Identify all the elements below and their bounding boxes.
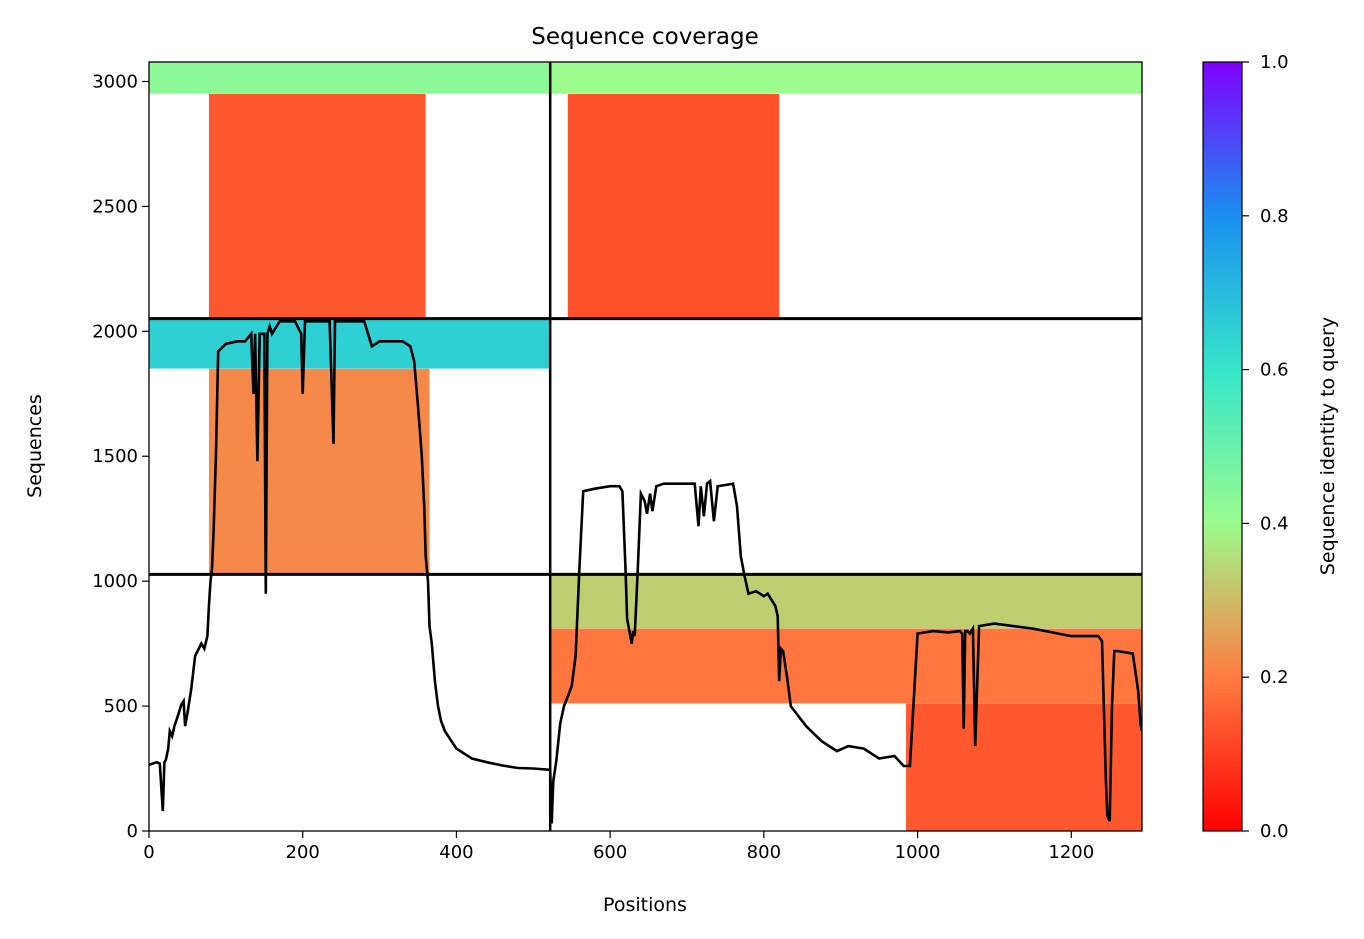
y-axis-ticks: 0 500 1000 1500 2000 2500 3000 — [92, 71, 149, 842]
plot-frame — [148, 61, 1143, 832]
x-tick-label: 1200 — [1048, 842, 1094, 863]
coverage-block — [550, 628, 1142, 704]
colorbar-tick-label: 1.0 — [1260, 52, 1289, 73]
colorbar-tick-label: 0.2 — [1260, 667, 1289, 688]
coverage-block — [208, 368, 430, 575]
colorbar-tick-label: 0.6 — [1260, 360, 1289, 381]
y-tick-label: 500 — [104, 696, 138, 717]
coverage-block — [550, 574, 1142, 629]
coverage-line — [149, 320, 1142, 824]
x-axis-ticks: 0 200 400 600 800 1000 1200 — [143, 831, 1094, 863]
colorbar-ticks: 0.0 0.2 0.4 0.6 0.8 1.0 — [1242, 52, 1289, 842]
coverage-block — [550, 62, 1142, 94]
y-tick-label: 0 — [127, 821, 138, 842]
colorbar-tick-label: 0.0 — [1260, 821, 1289, 842]
y-tick-label: 1500 — [92, 446, 138, 467]
x-tick-label: 600 — [593, 842, 627, 863]
y-tick-label: 2500 — [92, 196, 138, 217]
colorbar-tick-label: 0.8 — [1260, 206, 1289, 227]
coverage-blocks — [149, 62, 1142, 831]
x-tick-label: 0 — [143, 842, 154, 863]
colorbar-label: Sequence identity to query — [1317, 317, 1339, 575]
colorbar — [1202, 61, 1243, 832]
coverage-block — [208, 93, 426, 319]
y-tick-label: 1000 — [92, 571, 138, 592]
chart-title: Sequence coverage — [531, 24, 759, 50]
x-tick-label: 800 — [747, 842, 781, 863]
x-tick-label: 1000 — [895, 842, 941, 863]
x-axis-label: Positions — [603, 894, 687, 916]
segment-dividers — [149, 62, 1142, 831]
colorbar-tick-label: 0.4 — [1260, 513, 1289, 534]
y-tick-label: 2000 — [92, 321, 138, 342]
coverage-block — [567, 93, 780, 319]
y-axis-label: Sequences — [24, 394, 46, 498]
coverage-block — [149, 318, 551, 369]
coverage-block — [906, 703, 1142, 831]
x-tick-label: 200 — [286, 842, 320, 863]
x-tick-label: 400 — [439, 842, 473, 863]
coverage-block — [149, 62, 551, 94]
y-tick-label: 3000 — [92, 71, 138, 92]
